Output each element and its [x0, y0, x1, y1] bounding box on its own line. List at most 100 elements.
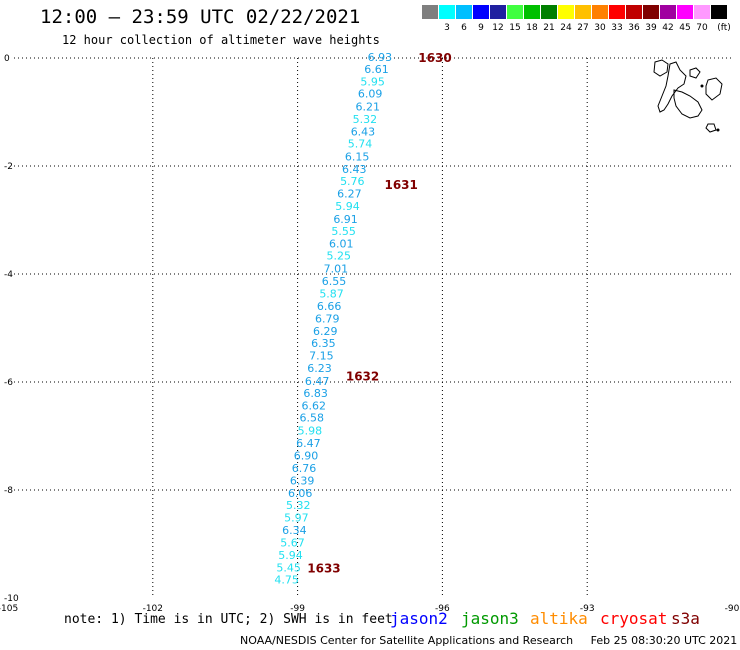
wave-height-value: 6.90: [294, 450, 319, 463]
scale-label: 30: [594, 23, 606, 33]
wave-height-value: 5.87: [319, 288, 344, 301]
scale-label: 36: [628, 23, 640, 33]
wave-height-value: 6.91: [333, 213, 358, 226]
satellite-altika: altika: [530, 609, 588, 628]
scale-label: 39: [645, 23, 657, 33]
galapagos-coastline: [653, 59, 723, 133]
wave-height-value: 5.94: [278, 549, 303, 562]
wave-height-value: 6.15: [345, 150, 370, 163]
scale-swatch: [558, 5, 574, 19]
lon-tick-label: -102: [143, 604, 163, 614]
wave-height-value: 5.76: [340, 175, 365, 188]
scale-label: 6: [461, 23, 467, 33]
scale-unit: (ft): [717, 23, 731, 33]
wave-height-value: 5.95: [360, 75, 385, 88]
wave-height-value: 6.01: [329, 237, 354, 250]
wave-height-value: 6.62: [301, 399, 326, 412]
satellite-s3a: s3a: [671, 609, 700, 628]
lat-tick-label: -2: [4, 162, 13, 172]
credit-org: NOAA/NESDIS Center for Satellite Applica…: [240, 634, 574, 647]
map-title: 12:00 – 23:59 UTC 02/22/2021: [40, 6, 361, 28]
wave-height-value: 6.55: [322, 275, 347, 288]
wave-height-value: 6.21: [356, 101, 381, 114]
scale-swatch: [592, 5, 608, 19]
wave-height-value: 6.09: [358, 88, 383, 101]
scale-label: 9: [478, 23, 484, 33]
scale-label: 24: [560, 23, 572, 33]
axis-tick-labels: -105 -102 -99 -96 -93 -90 0 -2 -4 -6 -8 -10: [0, 54, 740, 614]
scale-swatch: [609, 5, 625, 19]
wave-height-value: 5.25: [327, 250, 352, 263]
lon-tick-label: -96: [435, 604, 450, 614]
lat-tick-label: 0: [4, 54, 10, 64]
wave-height-value: 5.32: [353, 113, 378, 126]
time-labels: 1630 1631 1632 1633: [307, 51, 451, 575]
lon-tick-label: -90: [725, 604, 740, 614]
scale-swatch: [473, 5, 489, 19]
scale-swatch: [541, 5, 557, 19]
wave-height-value: 7.15: [309, 350, 334, 363]
scale-swatch: [422, 5, 438, 19]
scale-label: 45: [679, 23, 691, 33]
wave-height-value: 5.32: [286, 499, 311, 512]
wave-height-value: 6.58: [300, 412, 325, 425]
wave-height-value: 6.47: [305, 375, 330, 388]
scale-label: 15: [509, 23, 521, 33]
time-label: 1632: [346, 370, 379, 384]
scale-label: 21: [543, 23, 555, 33]
scale-label: 3: [444, 23, 450, 33]
wave-height-value: 6.76: [292, 462, 317, 475]
lon-tick-label: -99: [290, 604, 305, 614]
wave-height-value: 5.74: [348, 137, 373, 150]
wave-height-value: 6.66: [317, 300, 342, 313]
wave-height-value: 6.29: [313, 325, 338, 338]
time-label: 1630: [418, 51, 451, 65]
scale-swatch: [575, 5, 591, 19]
time-label: 1631: [384, 178, 417, 192]
scale-swatch: [456, 5, 472, 19]
satellite-jason2: jason2: [390, 609, 448, 628]
scale-label: 70: [696, 23, 708, 33]
wave-height-value: 7.01: [324, 263, 349, 276]
time-label: 1633: [307, 561, 340, 575]
satellite-cryosat: cryosat: [600, 609, 668, 628]
scale-swatch: [711, 5, 727, 19]
satellite-jason3: jason3: [461, 609, 519, 628]
scale-swatch: [490, 5, 506, 19]
lat-tick-label: -6: [4, 378, 13, 388]
scale-swatch: [694, 5, 710, 19]
lat-tick-label: -10: [4, 594, 19, 604]
footnote: note: 1) Time is in UTC; 2) SWH is in fe…: [64, 612, 393, 627]
wave-height-value: 6.39: [290, 474, 315, 487]
scale-label: 42: [662, 23, 674, 33]
wave-height-value: 5.94: [335, 200, 360, 213]
lat-tick-label: -8: [4, 486, 13, 496]
scale-swatch: [524, 5, 540, 19]
wave-height-value: 6.83: [303, 387, 328, 400]
wave-height-value: 6.93: [368, 51, 393, 64]
wave-height-value: 6.06: [288, 487, 313, 500]
lon-tick-label: -93: [580, 604, 595, 614]
wave-height-value: 5.45: [276, 561, 301, 574]
wave-height-value: 6.27: [337, 188, 362, 201]
scale-label: 27: [577, 23, 589, 33]
wave-height-value: 6.23: [307, 362, 332, 375]
scale-swatch: [660, 5, 676, 19]
wave-height-value: 6.79: [315, 312, 340, 325]
wave-height-value: 6.35: [311, 337, 336, 350]
lon-tick-label: -105: [0, 604, 18, 614]
wave-height-value: 6.43: [342, 163, 367, 176]
wave-height-value: 6.34: [282, 524, 307, 537]
wave-height-value: 6.43: [351, 126, 376, 139]
scale-label: 33: [611, 23, 623, 33]
wave-height-value: 5.98: [298, 425, 323, 438]
wave-height-track: 6.936.615.956.096.215.326.435.746.156.43…: [274, 51, 392, 587]
wave-height-value: 6.47: [296, 437, 321, 450]
credit-line: NOAA/NESDIS Center for Satellite Applica…: [240, 634, 737, 647]
scale-swatch: [643, 5, 659, 19]
map-subtitle: 12 hour collection of altimeter wave hei…: [62, 33, 380, 47]
scale-label: 18: [526, 23, 538, 33]
wave-height-value: 4.75: [274, 574, 299, 587]
wave-height-value: 6.61: [364, 63, 389, 76]
